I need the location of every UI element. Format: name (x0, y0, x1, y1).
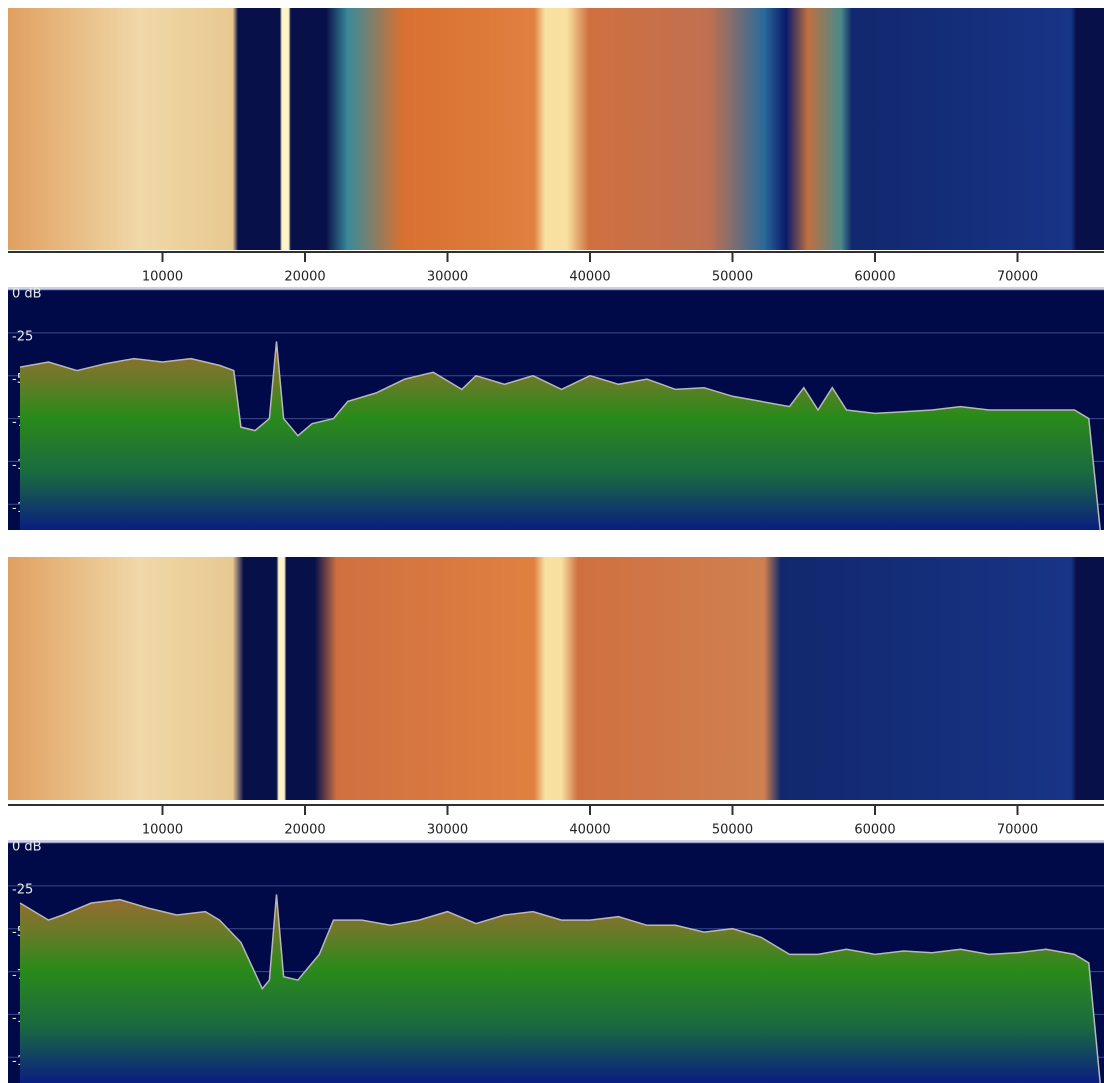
spectrum-fill (20, 894, 1101, 1083)
y-tick-label: 0 dB (12, 840, 42, 855)
x-tick-label: 20000 (284, 270, 325, 285)
spectrum-line (19, 341, 1101, 531)
x-tick-label: 10000 (142, 270, 183, 285)
x-tick-label: 70000 (997, 823, 1038, 838)
x-tick-label: 30000 (427, 823, 468, 838)
y-tick-label: 0 dB (12, 287, 42, 302)
x-tick-label: 40000 (569, 270, 610, 285)
y-tick-label: -25 (12, 329, 33, 344)
x-tick-label: 50000 (712, 270, 753, 285)
x-tick-label: 50000 (712, 823, 753, 838)
y-tick-label: -25 (12, 882, 33, 897)
x-tick-label: 30000 (427, 270, 468, 285)
x-tick-label: 60000 (854, 270, 895, 285)
x-tick-label: 70000 (997, 270, 1038, 285)
spectrum-line (19, 894, 1101, 1083)
waterfall (8, 557, 1104, 800)
frequency-axis-strip (0, 250, 1104, 290)
x-tick-label: 10000 (142, 823, 183, 838)
waterfall (8, 8, 1104, 250)
x-tick-label: 40000 (569, 823, 610, 838)
x-tick-label: 60000 (854, 823, 895, 838)
x-tick-label: 20000 (284, 823, 325, 838)
frequency-axis-strip (0, 803, 1104, 843)
spectrum-fill (20, 341, 1101, 530)
